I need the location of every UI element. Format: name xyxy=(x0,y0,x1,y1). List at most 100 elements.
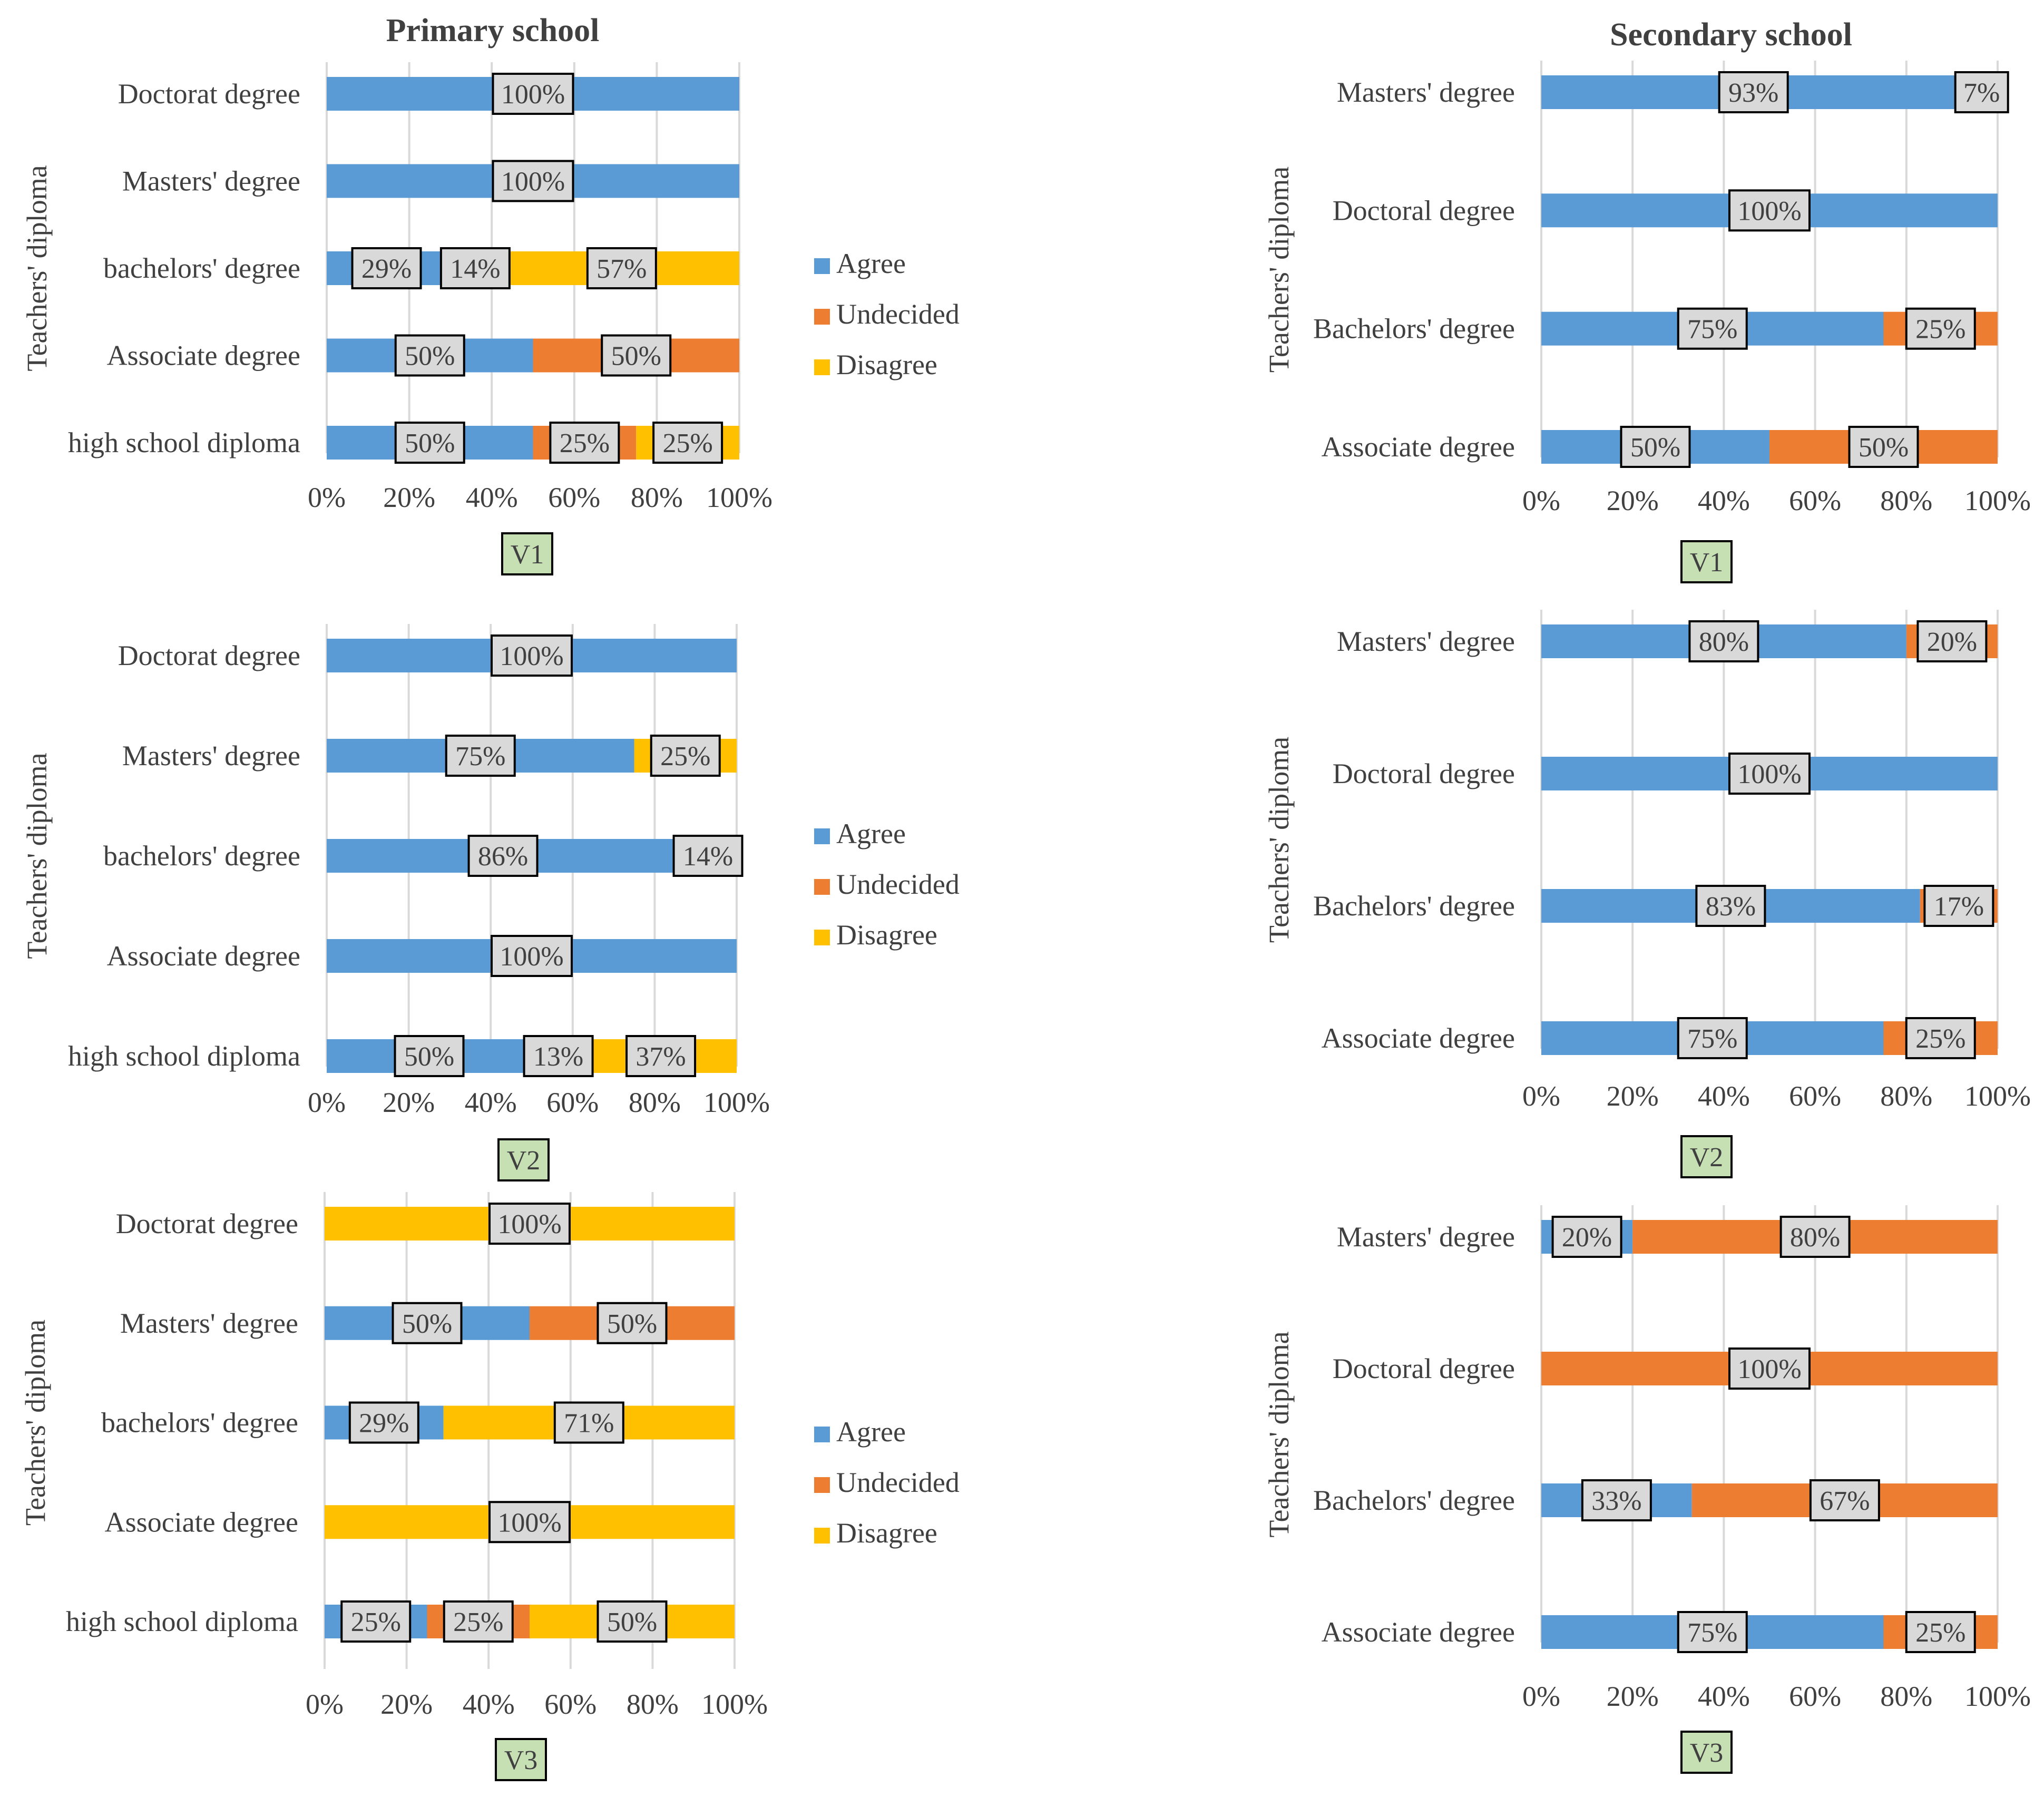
chart-primary-v3: 0% 20% 40% 60% 80% 100% Teachers' diploma Docto… xyxy=(19,1192,960,1781)
x-tick-label: 20% xyxy=(1607,485,1659,516)
data-label-box xyxy=(351,247,422,289)
chart-primary-v2: 0% 20% 40% 60% 80% 100% Teachers' diploma Docto… xyxy=(21,624,960,1181)
data-label-box xyxy=(394,422,465,464)
data-label: 100% xyxy=(1737,196,1801,226)
data-label: 75% xyxy=(1687,1618,1737,1648)
data-label: 57% xyxy=(596,254,647,284)
data-label-box xyxy=(392,1302,463,1344)
data-label: 25% xyxy=(1915,1024,1965,1054)
data-label: 100% xyxy=(497,1209,561,1239)
chart-secondary-v1: 0% 20% 40% 60% 80% 100% Teachers' diploma Maste… xyxy=(1263,61,2031,583)
data-label-box xyxy=(652,422,723,464)
legend-swatch-disagree xyxy=(814,930,830,945)
x-tick-label: 80% xyxy=(631,482,683,513)
y-axis-title: Teachers' diploma xyxy=(1263,1331,1295,1537)
variable-label-box xyxy=(495,1738,547,1781)
data-label-box xyxy=(492,73,574,115)
legend-swatch-undecided xyxy=(814,309,830,325)
legend-label: Disagree xyxy=(836,919,937,951)
category-label: Masters' degree xyxy=(1337,76,1515,108)
data-label: 75% xyxy=(455,741,505,771)
legend-label: Disagree xyxy=(836,349,937,380)
chart-secondary-v3: 0% 20% 40% 60% 80% 100% Teachers' diploma Maste… xyxy=(1263,1205,2031,1774)
data-label-box xyxy=(340,1600,412,1643)
data-label-box xyxy=(1905,1611,1976,1653)
x-tick-label: 80% xyxy=(1880,1080,1932,1112)
legend-swatch-agree xyxy=(814,1427,830,1442)
legend-swatch-disagree xyxy=(814,1528,830,1544)
data-label-box xyxy=(1848,426,1919,468)
data-label: 100% xyxy=(1737,1354,1801,1384)
data-label: 80% xyxy=(1699,627,1749,657)
category-label: Bachelors' degree xyxy=(1313,1485,1515,1516)
category-label: Doctoral degree xyxy=(1333,1353,1515,1384)
category-label: Associate degree xyxy=(107,340,300,372)
data-label-box xyxy=(1695,885,1766,927)
data-label-box xyxy=(1809,1479,1880,1521)
category-label: bachelors' degree xyxy=(103,252,300,284)
data-label-box xyxy=(672,835,744,877)
category-label: Masters' degree xyxy=(122,165,300,197)
data-label-box xyxy=(491,634,573,677)
data-label: 20% xyxy=(1927,627,1977,657)
data-label: 50% xyxy=(607,1309,657,1339)
data-label-box xyxy=(1728,1347,1811,1390)
x-tick-label: 60% xyxy=(544,1688,596,1720)
legend-label: Undecided xyxy=(836,868,960,900)
legend-swatch-disagree xyxy=(814,359,830,375)
x-tick-label: 80% xyxy=(627,1688,679,1720)
data-label-box xyxy=(491,935,573,977)
category-label: Associate degree xyxy=(1322,431,1515,463)
data-label-box xyxy=(445,735,516,777)
variable-label: V1 xyxy=(1690,548,1724,578)
legend-label: Undecided xyxy=(836,1467,960,1498)
data-label: 33% xyxy=(1591,1486,1641,1516)
x-tick-label: 100% xyxy=(1964,1681,2031,1712)
data-label-box xyxy=(1954,71,2009,113)
x-tick-label: 20% xyxy=(1607,1080,1659,1112)
legend-label: Agree xyxy=(836,818,906,849)
data-label-box xyxy=(1905,1017,1976,1059)
legend-label: Disagree xyxy=(836,1517,937,1549)
data-label-box xyxy=(1677,1611,1748,1653)
variable-label-box xyxy=(497,1138,550,1181)
data-label: 25% xyxy=(351,1607,401,1637)
legend-swatch-agree xyxy=(814,828,830,844)
data-label: 50% xyxy=(611,341,661,372)
data-label: 14% xyxy=(683,842,733,872)
data-label-box xyxy=(1551,1216,1622,1258)
data-label: 86% xyxy=(478,842,528,872)
variable-label-box xyxy=(1680,540,1733,583)
data-label: 75% xyxy=(1687,315,1737,345)
data-label-box xyxy=(394,334,465,377)
data-label-box xyxy=(443,1600,514,1643)
category-label: Associate degree xyxy=(107,940,300,972)
category-label: Doctorat degree xyxy=(118,78,300,110)
legend-label: Undecided xyxy=(836,298,960,330)
x-tick-label: 20% xyxy=(380,1688,433,1720)
x-tick-label: 20% xyxy=(383,482,435,513)
data-label: 17% xyxy=(1934,892,1984,922)
data-label: 50% xyxy=(405,428,455,458)
data-label-box xyxy=(1677,307,1748,350)
x-tick-label: 40% xyxy=(1698,485,1750,516)
category-label: high school diploma xyxy=(68,1040,300,1072)
x-tick-label: 20% xyxy=(383,1087,435,1118)
data-label-box xyxy=(1688,620,1759,662)
data-label: 25% xyxy=(453,1607,503,1637)
data-label: 50% xyxy=(405,341,455,372)
y-axis-title: Teachers' diploma xyxy=(21,753,53,959)
data-label: 50% xyxy=(1859,433,1909,463)
category-label: Masters' degree xyxy=(122,740,300,771)
x-tick-label: 80% xyxy=(1880,1681,1932,1712)
secondary-school-title: Secondary school xyxy=(1610,17,1852,53)
legend: Agree Undecided Disagree xyxy=(814,818,960,951)
x-tick-label: 40% xyxy=(463,1688,515,1720)
variable-label: V1 xyxy=(511,540,544,570)
data-label-box xyxy=(394,1035,465,1077)
data-label-box xyxy=(596,1302,668,1344)
x-tick-label: 60% xyxy=(546,1087,599,1118)
category-label: Associate degree xyxy=(1322,1022,1515,1054)
legend-swatch-agree xyxy=(814,258,830,274)
primary-school-title: Primary school xyxy=(386,13,600,48)
